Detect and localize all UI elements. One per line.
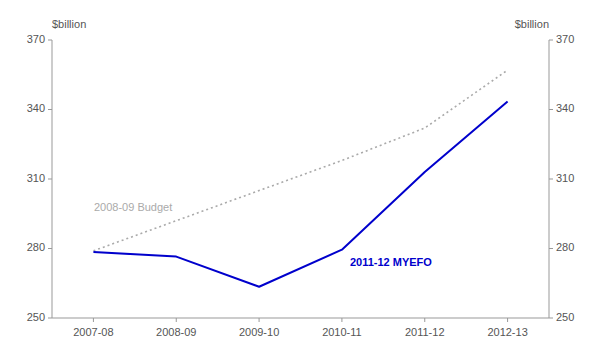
x-axis-line — [52, 318, 549, 319]
y2-tick-label: 340 — [556, 102, 574, 114]
x-tick — [507, 318, 508, 322]
y2-tick — [549, 179, 553, 180]
x-tick-label: 2008-09 — [156, 326, 196, 338]
x-tick — [93, 318, 94, 322]
x-tick-label: 2010-11 — [322, 326, 362, 338]
series-label: 2011-12 MYEFO — [350, 256, 432, 268]
x-tick — [341, 318, 342, 322]
y2-tick — [549, 318, 553, 319]
y2-tick — [549, 40, 553, 41]
y2-tick-label: 370 — [556, 33, 574, 45]
y2-tick-label: 250 — [556, 311, 574, 323]
y-tick — [48, 179, 52, 180]
y-tick-label: 280 — [27, 241, 45, 253]
x-tick-label: 2009-10 — [239, 326, 279, 338]
y-tick-label: 310 — [27, 172, 45, 184]
y2-tick-label: 310 — [556, 172, 574, 184]
x-tick — [259, 318, 260, 322]
series-line — [93, 70, 507, 251]
x-tick-label: 2007-08 — [73, 326, 113, 338]
y2-tick — [549, 109, 553, 110]
series-label: 2008-09 Budget — [94, 201, 172, 213]
x-tick — [424, 318, 425, 322]
y-tick-label: 370 — [27, 33, 45, 45]
series-line — [93, 101, 507, 286]
x-tick — [176, 318, 177, 322]
y2-tick — [549, 248, 553, 249]
x-tick-label: 2012-13 — [487, 326, 527, 338]
y-axis-label: $billion — [52, 18, 86, 30]
y-tick — [48, 318, 52, 319]
chart-container: 250 280 310 340 370 250 280 310 340 370 2007-08 200… — [0, 0, 601, 358]
chart-svg: 250 280 310 340 370 250 280 310 340 370 2007-08 200… — [0, 0, 601, 358]
y-tick-label: 250 — [27, 311, 45, 323]
x-tick-label: 2011-12 — [405, 326, 445, 338]
y-tick — [48, 40, 52, 41]
y-tick — [48, 248, 52, 249]
y-tick — [48, 109, 52, 110]
y-tick-label: 340 — [27, 102, 45, 114]
plot-area — [93, 70, 507, 287]
y2-axis-label: $billion — [515, 18, 549, 30]
y2-tick-label: 280 — [556, 241, 574, 253]
